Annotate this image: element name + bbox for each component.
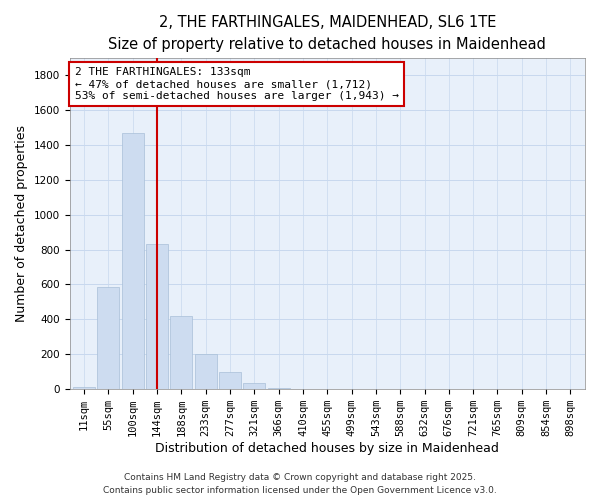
Y-axis label: Number of detached properties: Number of detached properties	[15, 125, 28, 322]
Bar	[73, 386, 95, 389]
Bar	[195, 354, 217, 389]
Bar	[219, 372, 241, 389]
Bar	[268, 388, 290, 389]
Text: Contains HM Land Registry data © Crown copyright and database right 2025.
Contai: Contains HM Land Registry data © Crown c…	[103, 474, 497, 495]
Title: 2, THE FARTHINGALES, MAIDENHEAD, SL6 1TE
Size of property relative to detached h: 2, THE FARTHINGALES, MAIDENHEAD, SL6 1TE…	[109, 15, 546, 52]
Text: 2 THE FARTHINGALES: 133sqm
← 47% of detached houses are smaller (1,712)
53% of s: 2 THE FARTHINGALES: 133sqm ← 47% of deta…	[74, 68, 398, 100]
Bar	[170, 316, 193, 389]
Bar	[244, 383, 265, 389]
Bar	[122, 134, 143, 389]
X-axis label: Distribution of detached houses by size in Maidenhead: Distribution of detached houses by size …	[155, 442, 499, 455]
Bar	[146, 244, 168, 389]
Bar	[97, 287, 119, 389]
